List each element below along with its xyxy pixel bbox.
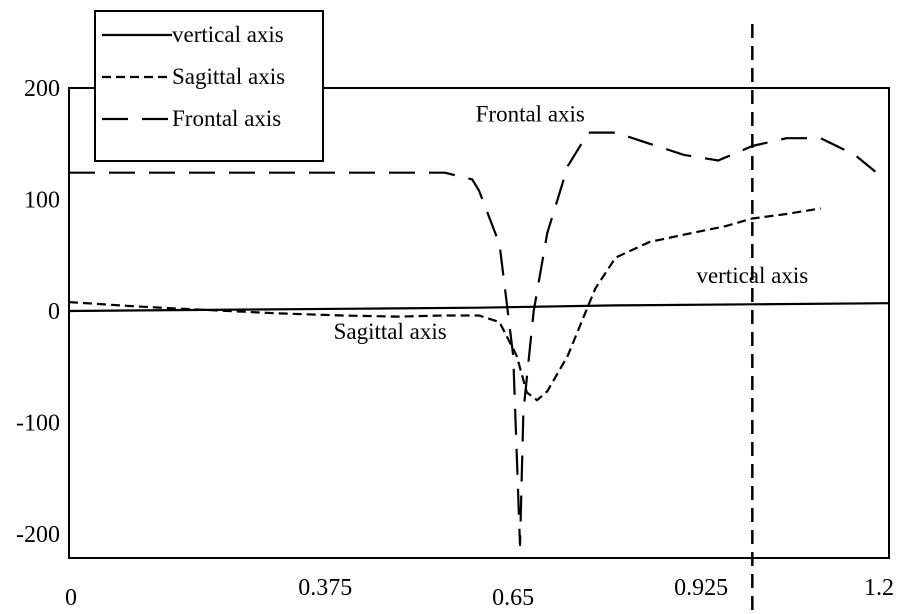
- x-tick-label: 0.375: [298, 575, 352, 601]
- series-line-vertical-axis: [68, 302, 890, 313]
- annotation-label: vertical axis: [696, 263, 808, 288]
- annotations: Frontal axis vertical axis Sagittal axis: [334, 101, 809, 343]
- annotation-label: Frontal axis: [476, 101, 585, 126]
- legend-label-sagittal-axis: Sagittal axis: [172, 64, 285, 89]
- x-tick-label: 1.2: [864, 575, 894, 601]
- x-tick-label: 0.925: [674, 575, 728, 601]
- x-tick-label: 0.65: [492, 585, 534, 611]
- y-tick-label: -200: [16, 522, 60, 548]
- y-tick-label: 100: [24, 188, 60, 214]
- y-tick-label: -100: [16, 411, 60, 437]
- y-tick-label: 200: [24, 76, 60, 102]
- annotation-label: Sagittal axis: [334, 319, 447, 344]
- plot-area-frame: [68, 87, 890, 559]
- x-axis-ticks: 0 0.375 0.65 0.925 1.2: [65, 575, 894, 611]
- y-tick-label: 0: [48, 299, 60, 325]
- y-axis-ticks: 200 100 0 -100 -200: [16, 76, 60, 548]
- legend-label-vertical-axis: vertical axis: [172, 22, 284, 47]
- series-layer: [68, 131, 890, 547]
- x-tick-label: 0: [65, 585, 77, 611]
- legend: vertical axis Sagittal axis Frontal axis: [94, 10, 324, 162]
- series-line-sagittal-axis: [68, 207, 821, 402]
- series-line-frontal-axis: [69, 131, 876, 547]
- legend-label-frontal-axis: Frontal axis: [172, 106, 281, 131]
